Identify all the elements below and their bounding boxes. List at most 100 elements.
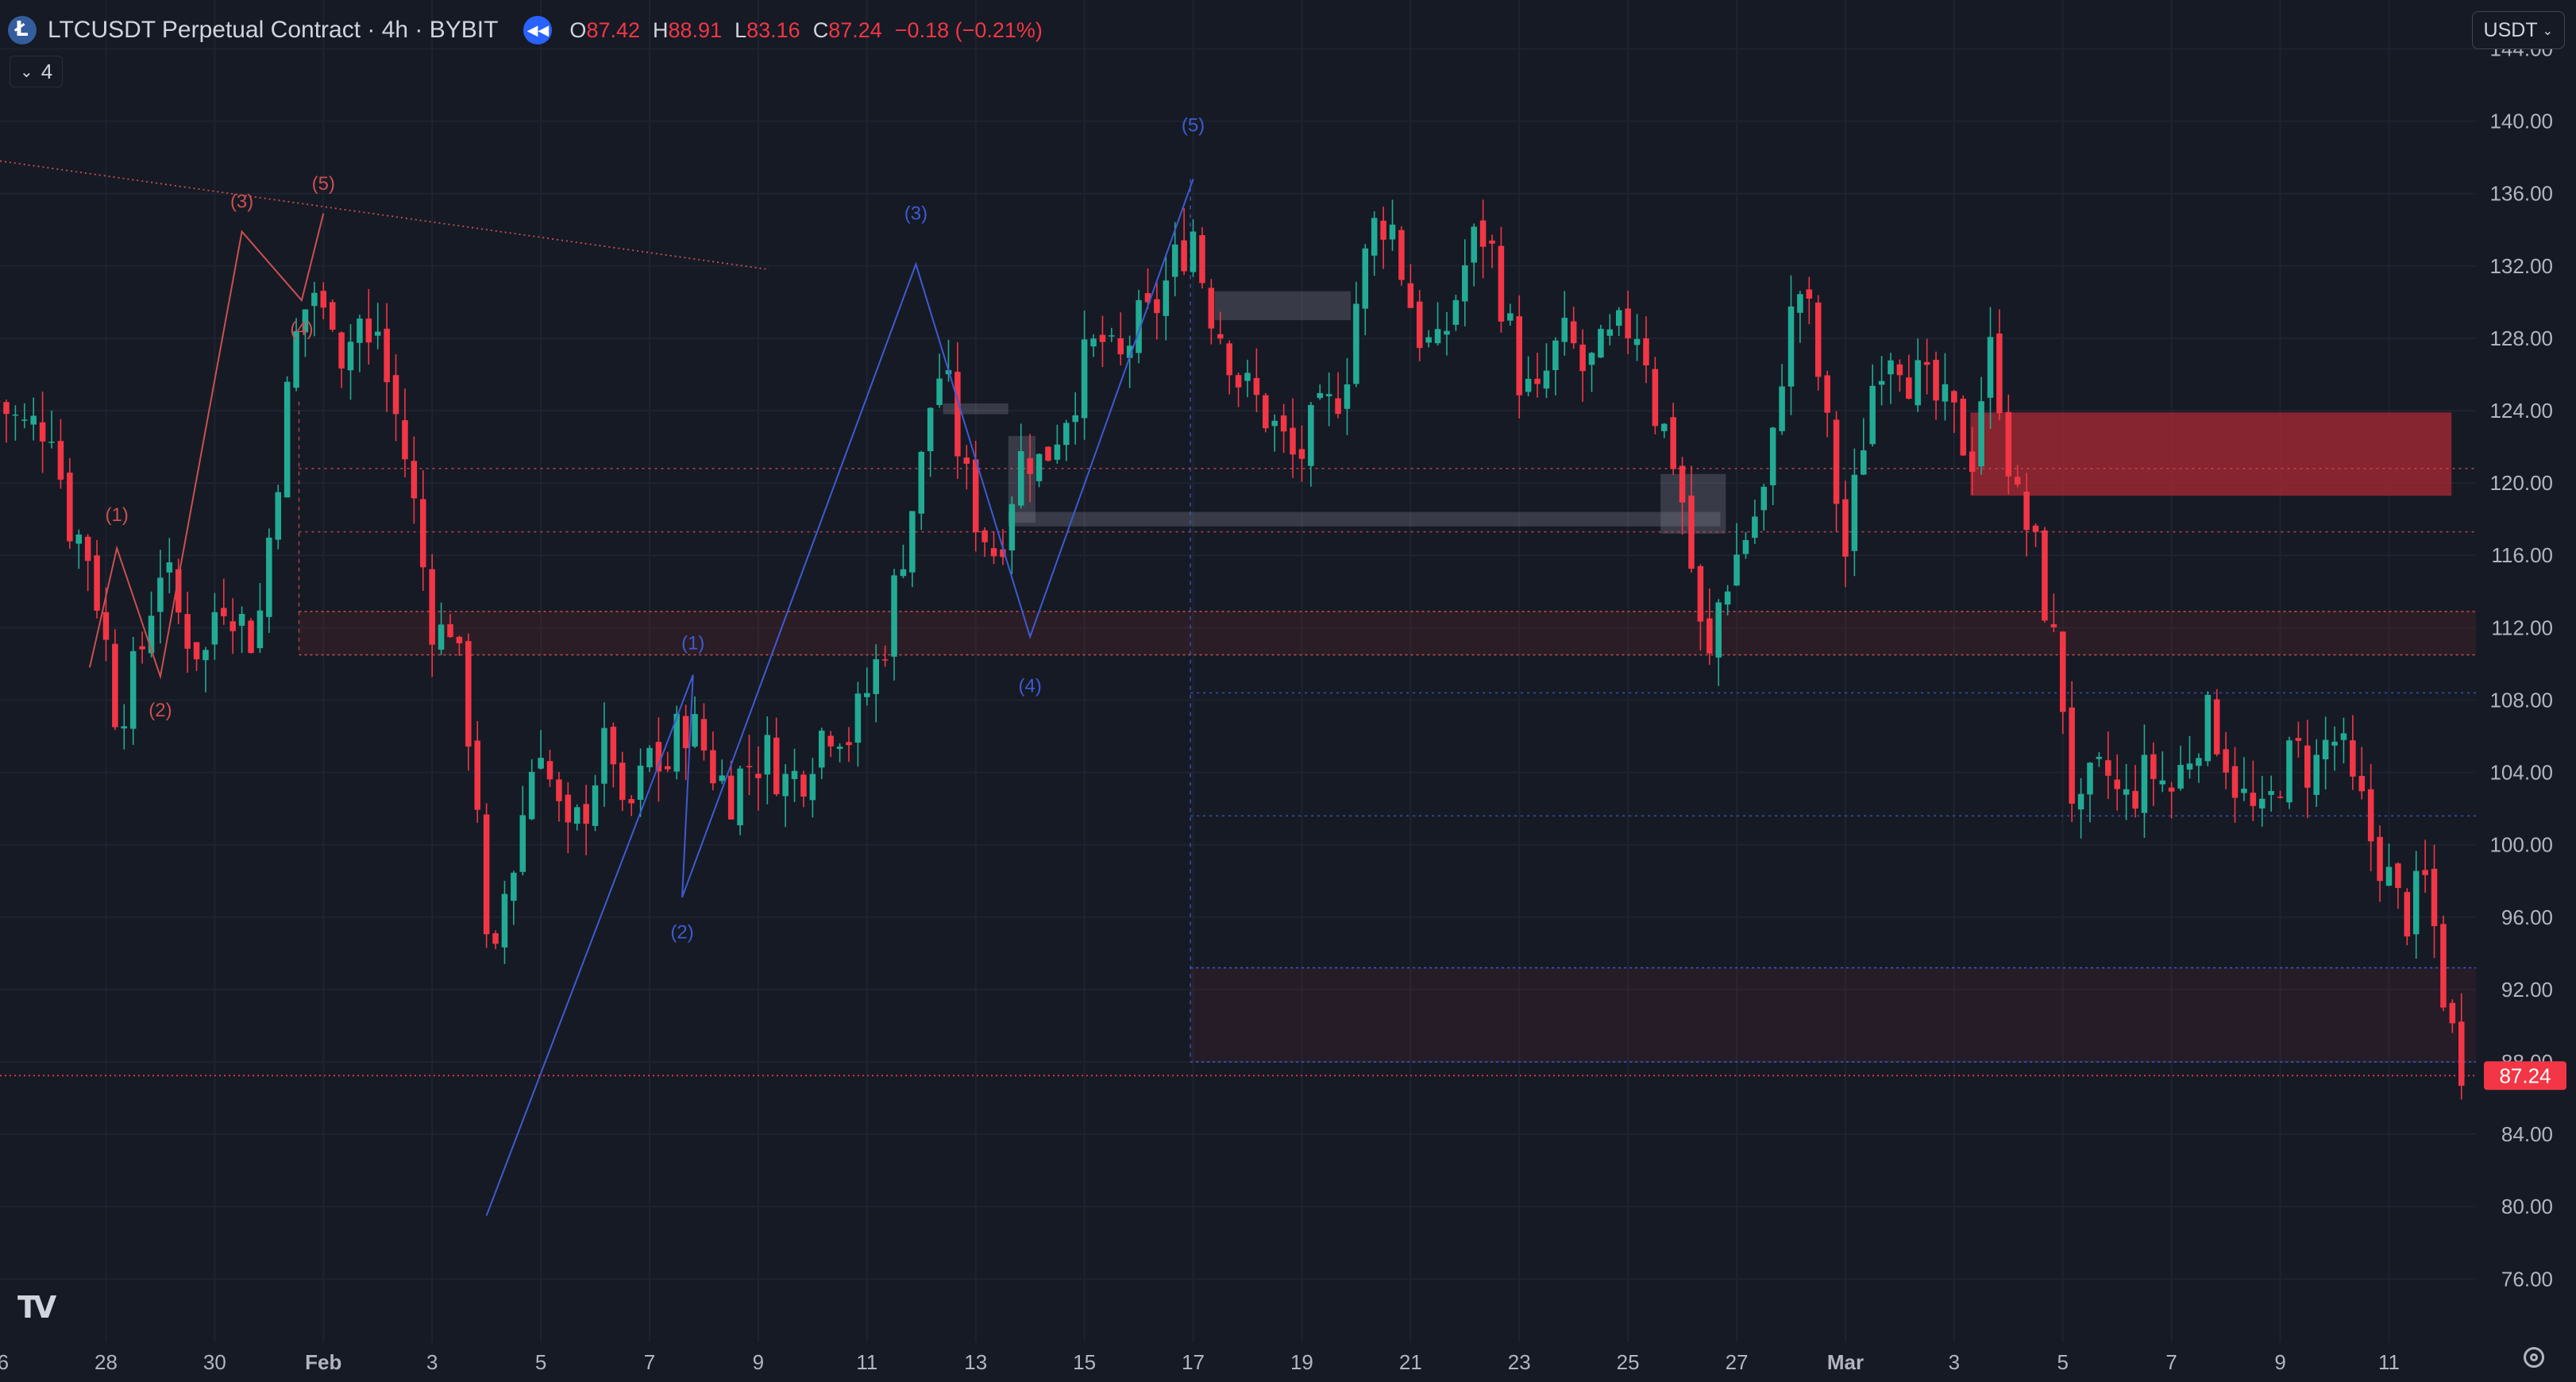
candle (700, 719, 708, 751)
candle (474, 740, 481, 810)
fvg-grey-4 (943, 403, 1008, 415)
candle (1598, 329, 1604, 358)
candle (1570, 321, 1577, 344)
range-zone-lower (1190, 967, 2476, 1062)
candle (972, 459, 979, 533)
candle (2395, 863, 2401, 889)
candle (1479, 220, 1487, 247)
candle (248, 620, 254, 654)
fvg-grey-1 (1214, 291, 1352, 321)
candle (1117, 338, 1124, 355)
candle (1878, 380, 1885, 385)
candle (1769, 427, 1776, 486)
candle (2042, 530, 2048, 621)
candle (211, 612, 218, 645)
candle (1425, 337, 1432, 343)
candle (2168, 787, 2175, 792)
candle (266, 537, 272, 617)
candle (610, 727, 617, 765)
candle (102, 612, 110, 640)
candle (1652, 369, 1659, 427)
low-value: 83.16 (746, 17, 800, 42)
candle (1942, 384, 1949, 402)
price-tick-label: 112.00 (2491, 616, 2553, 639)
candle (1398, 230, 1405, 280)
candle (2358, 775, 2366, 792)
candle (1869, 385, 1876, 445)
candle (311, 292, 318, 307)
candle (1280, 415, 1287, 432)
candle (166, 562, 173, 573)
candle (1317, 392, 1324, 399)
candle (1688, 495, 1695, 569)
candle (2350, 740, 2356, 777)
candle (1462, 265, 1468, 302)
candle (202, 650, 209, 661)
candle (2268, 790, 2274, 795)
time-tick-label: 11 (856, 1350, 877, 1374)
range-zone-upper (299, 611, 2477, 655)
candle (1969, 451, 1976, 473)
candle (864, 693, 870, 697)
candle (1833, 419, 1840, 504)
candle (1489, 240, 1495, 244)
candle (891, 575, 897, 657)
high-label: H (653, 17, 669, 42)
candle (2385, 867, 2393, 886)
candle (94, 555, 100, 611)
candle (1670, 417, 1676, 469)
candle (2196, 758, 2202, 766)
elliott-blue-label: (5) (1182, 114, 1205, 136)
price-tick-label: 104.00 (2489, 761, 2553, 785)
candle (556, 779, 562, 801)
candle (2250, 793, 2257, 806)
candle (1217, 334, 1224, 339)
candle (384, 328, 390, 383)
chevron-down-icon: ⌄ (20, 62, 33, 81)
candle (1154, 299, 1160, 314)
candle (1181, 240, 1187, 272)
candle (719, 775, 726, 782)
candle (1035, 454, 1043, 481)
price-tick-label: 100.00 (2489, 833, 2553, 857)
candle (1588, 353, 1595, 365)
replay-icon[interactable]: ◀◀ (523, 16, 553, 44)
candle (963, 457, 970, 464)
time-tick-label: 21 (1399, 1350, 1422, 1374)
last-price-label: 87.24 (2499, 1064, 2551, 1087)
candle (1534, 378, 1541, 384)
candle (293, 330, 299, 388)
candle (456, 636, 463, 643)
elliott-red-line (88, 213, 325, 680)
candle (2431, 868, 2438, 927)
symbol-title[interactable]: LTCUSDT Perpetual Contract · 4h · BYBIT (48, 17, 499, 43)
candle (1923, 361, 1930, 365)
tradingview-logo[interactable]: TV (17, 1290, 56, 1325)
candle (1752, 516, 1758, 539)
currency-select[interactable]: USDT ⌄ (2471, 11, 2565, 49)
candle (1054, 444, 1061, 460)
candle (229, 621, 236, 631)
elliott-red-label: (5) (312, 173, 335, 195)
candle (39, 422, 46, 442)
ohlc-values: O87.42 H88.91 L83.16 C87.24 −0.18 (−0.21… (569, 18, 1043, 43)
candle (1190, 231, 1197, 272)
elliott-blue-label: (1) (681, 633, 704, 654)
candle (1824, 375, 1830, 413)
gear-icon[interactable] (2524, 1347, 2544, 1368)
candle (1915, 360, 1921, 406)
candle (2114, 779, 2120, 789)
elliott-red-label: (1) (106, 504, 129, 526)
candle (1525, 378, 1532, 392)
candle (2304, 745, 2311, 788)
indicators-toggle[interactable]: ⌄ 4 (10, 56, 64, 87)
candle (1335, 398, 1341, 415)
candle (483, 814, 490, 935)
candle (1625, 308, 1631, 339)
candle (755, 774, 762, 778)
candle (1606, 329, 1614, 336)
time-tick-label: 13 (964, 1350, 987, 1374)
candle (2186, 763, 2193, 770)
